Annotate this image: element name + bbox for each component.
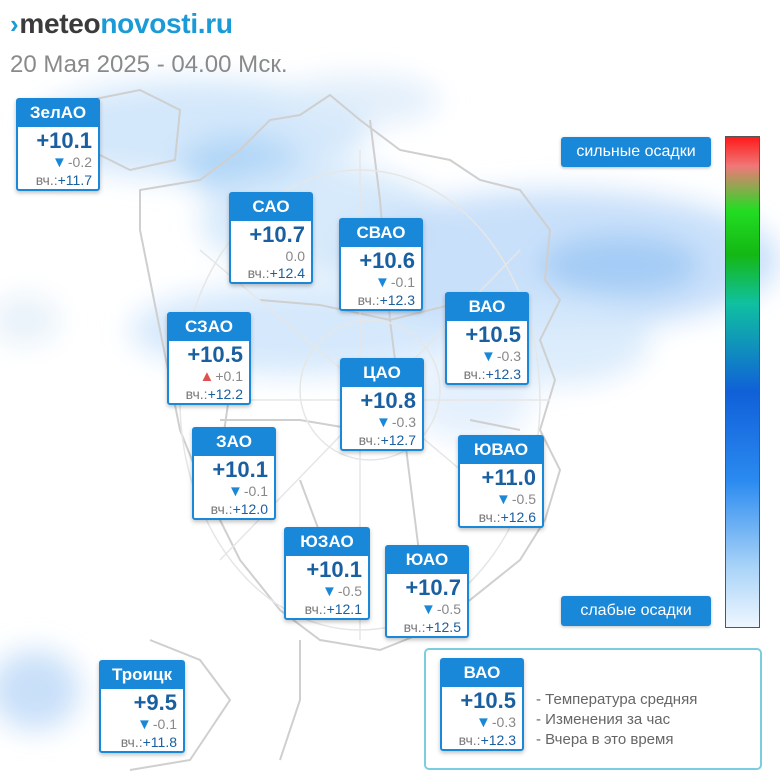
arrow-down-icon: ▼ <box>496 491 511 508</box>
hour-change: -0.3 <box>491 714 516 730</box>
district-card-sao[interactable]: САО +10.7 0.0 вч.:+12.4 <box>229 192 313 284</box>
legend-text: - Температура средняя - Изменения за час… <box>536 690 697 750</box>
district-card-zao[interactable]: ЗАО +10.1 ▼-0.1 вч.:+12.0 <box>192 427 276 520</box>
temperature: +10.8 <box>360 388 416 413</box>
yesterday-temp: +12.3 <box>485 366 521 382</box>
yesterday-prefix: вч.: <box>358 432 381 448</box>
yesterday-temp: +12.4 <box>269 265 305 281</box>
district-name: САО <box>231 194 311 221</box>
site-logo[interactable]: ›meteonovosti.ru <box>10 8 233 40</box>
hour-change: -0.1 <box>152 716 177 732</box>
hour-change: -0.1 <box>243 483 268 499</box>
yesterday-temp: +12.1 <box>326 601 362 617</box>
hour-change: -0.3 <box>496 348 521 364</box>
yesterday-prefix: вч.: <box>357 292 380 308</box>
yesterday-prefix: вч.: <box>458 732 481 748</box>
arrow-down-icon: ▼ <box>137 716 152 733</box>
hour-change: -0.1 <box>390 274 415 290</box>
temperature: +10.6 <box>359 248 415 273</box>
legend-sample-card: ВАО +10.5 ▼-0.3 вч.:+12.3 <box>440 658 524 751</box>
heavy-precip-label: сильные осадки <box>561 137 711 167</box>
temperature: +10.5 <box>465 322 521 347</box>
hour-change: -0.5 <box>511 491 536 507</box>
temperature: +10.5 <box>187 342 243 367</box>
district-name: ЗАО <box>194 429 274 456</box>
district-name: ЮЗАО <box>286 529 368 556</box>
arrow-down-icon: ▼ <box>322 583 337 600</box>
arrow-down-icon: ▼ <box>476 714 491 731</box>
temperature: +10.7 <box>405 575 461 600</box>
yesterday-temp: +12.2 <box>207 386 243 402</box>
logo-mark-icon: › <box>10 9 19 39</box>
district-card-zelao[interactable]: ЗелАО +10.1 ▼-0.2 вч.:+11.7 <box>16 98 100 191</box>
precipitation-scale <box>725 136 760 628</box>
hour-change: -0.2 <box>67 154 92 170</box>
district-name: ЮАО <box>387 547 467 574</box>
yesterday-temp: +12.0 <box>232 501 268 517</box>
district-card-yuvao[interactable]: ЮВАО +11.0 ▼-0.5 вч.:+12.6 <box>458 435 544 528</box>
temperature: +9.5 <box>133 690 177 715</box>
district-name: СЗАО <box>169 314 249 341</box>
yesterday-prefix: вч.: <box>304 601 327 617</box>
logo-prefix: meteo <box>19 8 101 39</box>
district-card-troitsk[interactable]: Троицк +9.5 ▼-0.1 вч.:+11.8 <box>99 660 185 753</box>
yesterday-temp: +12.5 <box>425 619 461 635</box>
arrow-down-icon: ▼ <box>376 414 391 431</box>
arrow-down-icon: ▼ <box>375 274 390 291</box>
legend-line-temp: - Температура средняя <box>536 691 698 708</box>
legend-box: ВАО +10.5 ▼-0.3 вч.:+12.3 - Температура … <box>424 648 762 770</box>
district-card-yuzao[interactable]: ЮЗАО +10.1 ▼-0.5 вч.:+12.1 <box>284 527 370 620</box>
yesterday-temp: +12.7 <box>380 432 416 448</box>
yesterday-temp: +11.7 <box>57 172 92 188</box>
yesterday-prefix: вч.: <box>247 265 270 281</box>
logo-suffix: novosti.ru <box>100 8 233 39</box>
yesterday-prefix: вч.: <box>120 734 143 750</box>
district-name: ЮВАО <box>460 437 542 464</box>
yesterday-prefix: вч.: <box>185 386 208 402</box>
district-name: ЦАО <box>342 360 422 387</box>
yesterday-prefix: вч.: <box>478 509 501 525</box>
district-card-yuao[interactable]: ЮАО +10.7 ▼-0.5 вч.:+12.5 <box>385 545 469 638</box>
hour-change: -0.3 <box>391 414 416 430</box>
temperature: +10.5 <box>460 688 516 713</box>
yesterday-prefix: вч.: <box>463 366 486 382</box>
light-precip-label: слабые осадки <box>561 596 711 626</box>
district-card-cao[interactable]: ЦАО +10.8 ▼-0.3 вч.:+12.7 <box>340 358 424 451</box>
district-card-szao[interactable]: СЗАО +10.5 ▲+0.1 вч.:+12.2 <box>167 312 251 405</box>
legend-line-yesterday: - Вчера в это время <box>536 731 674 748</box>
temperature: +10.1 <box>306 557 362 582</box>
district-card-svao[interactable]: СВАО +10.6 ▼-0.1 вч.:+12.3 <box>339 218 423 311</box>
temperature: +11.0 <box>481 465 536 490</box>
district-name: ВАО <box>447 294 527 321</box>
yesterday-prefix: вч.: <box>403 619 426 635</box>
legend-line-change: - Изменения за час <box>536 711 671 728</box>
arrow-down-icon: ▼ <box>52 154 67 171</box>
temperature: +10.1 <box>36 128 92 153</box>
yesterday-temp: +12.6 <box>500 509 536 525</box>
district-name: СВАО <box>341 220 421 247</box>
forecast-date: 20 Мая 2025 - 04.00 Мск. <box>10 51 288 78</box>
yesterday-temp: +11.8 <box>142 734 177 750</box>
arrow-up-icon: ▲ <box>199 368 215 385</box>
hour-change: +0.1 <box>215 368 243 384</box>
temperature: +10.1 <box>212 457 268 482</box>
yesterday-prefix: вч.: <box>35 172 58 188</box>
district-card-vao[interactable]: ВАО +10.5 ▼-0.3 вч.:+12.3 <box>445 292 529 385</box>
arrow-down-icon: ▼ <box>481 348 496 365</box>
district-name: ЗелАО <box>18 100 98 127</box>
district-name: Троицк <box>101 662 183 689</box>
yesterday-temp: +12.3 <box>480 732 516 748</box>
hour-change: 0.0 <box>285 248 305 264</box>
temperature: +10.7 <box>249 222 305 247</box>
yesterday-prefix: вч.: <box>210 501 233 517</box>
arrow-down-icon: ▼ <box>228 483 243 500</box>
hour-change: -0.5 <box>337 583 362 599</box>
hour-change: -0.5 <box>436 601 461 617</box>
arrow-down-icon: ▼ <box>421 601 436 618</box>
district-name: ВАО <box>442 660 522 687</box>
yesterday-temp: +12.3 <box>379 292 415 308</box>
